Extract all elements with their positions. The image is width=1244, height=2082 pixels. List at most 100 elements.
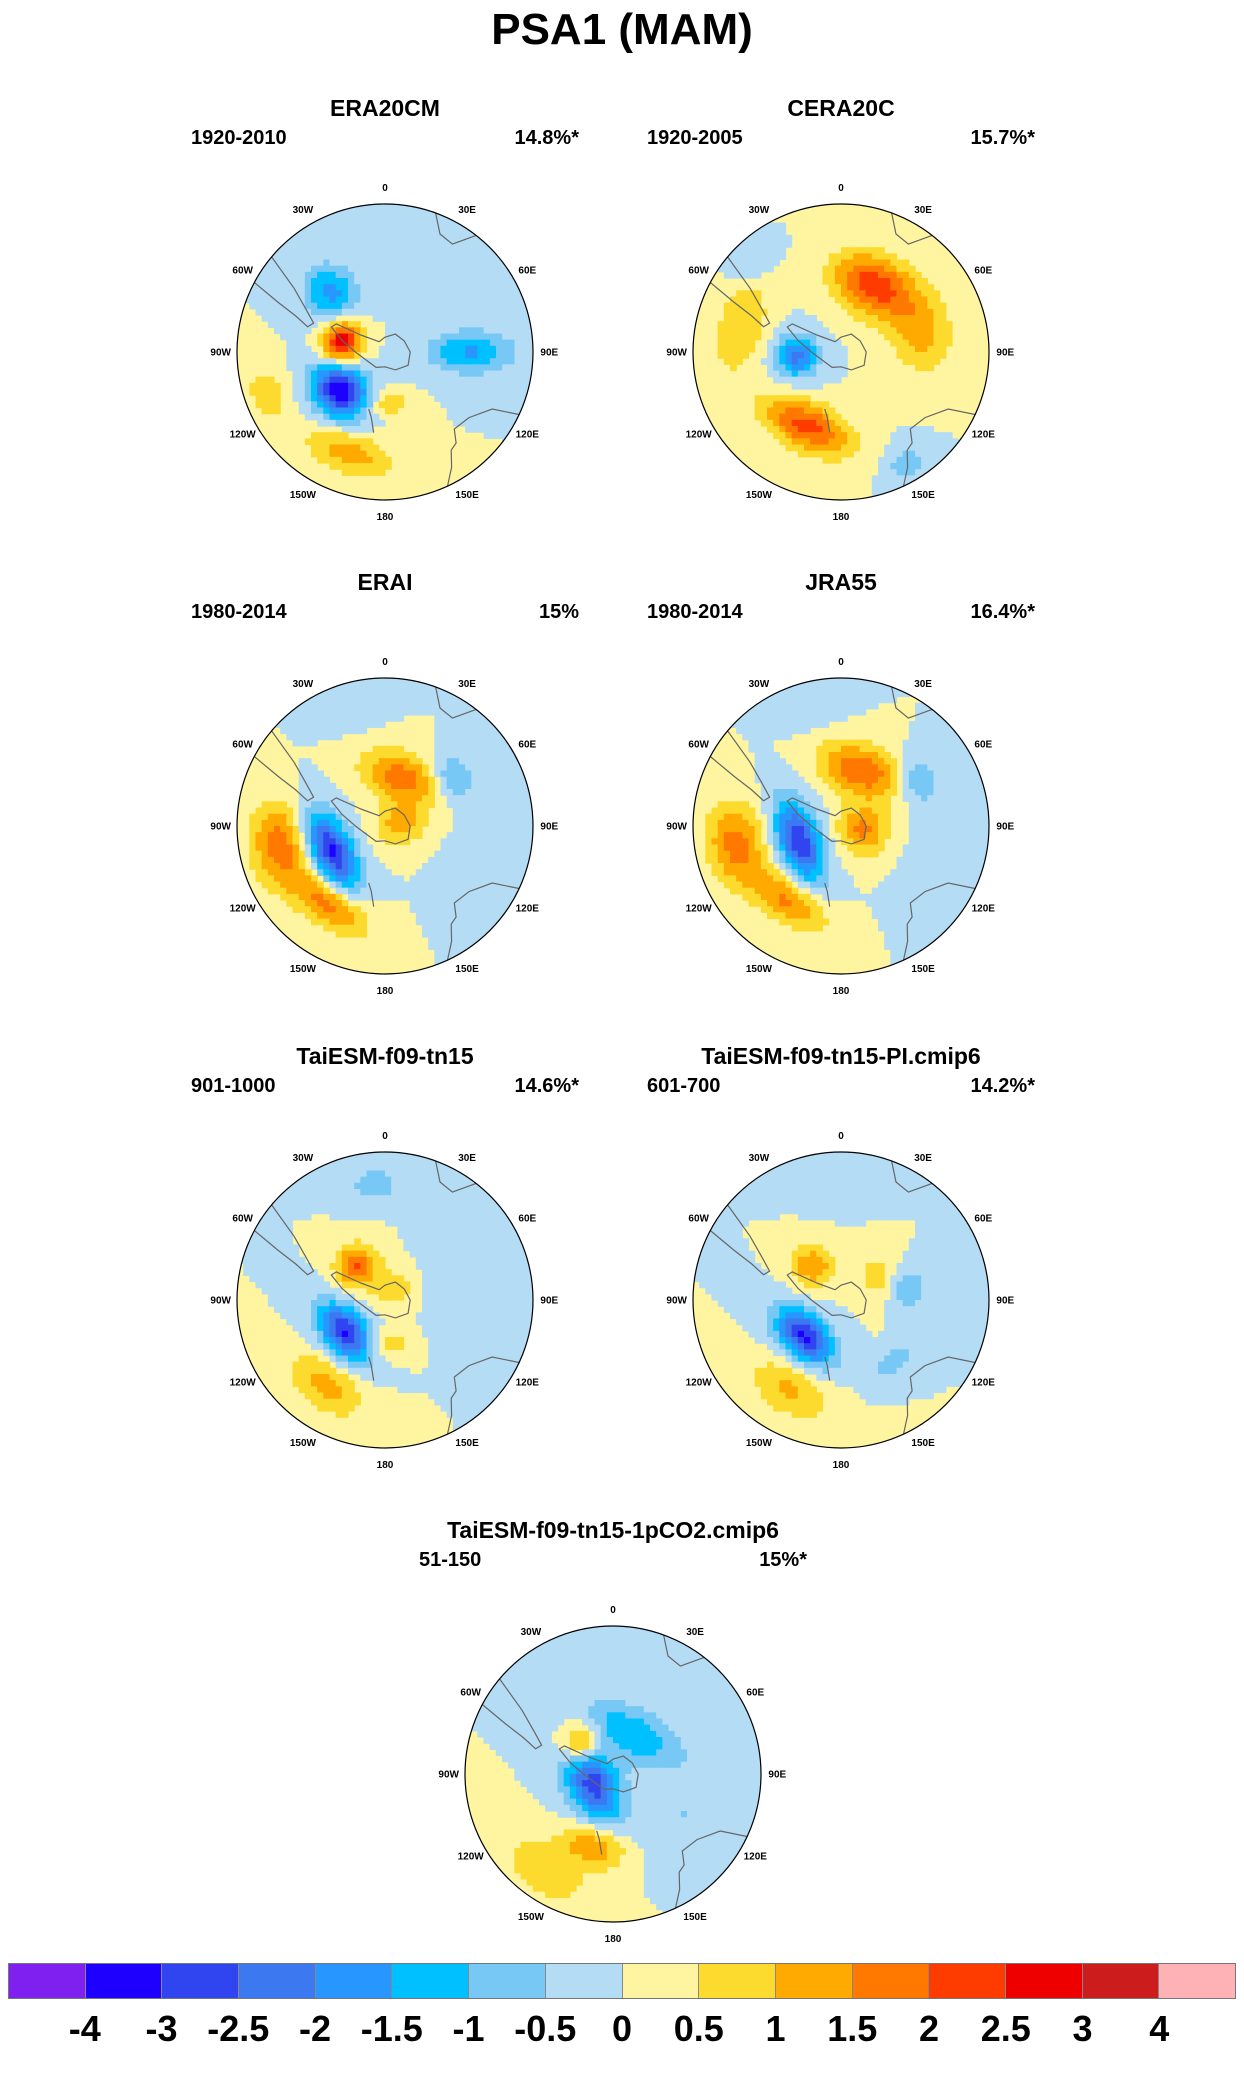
panel-title: ERA20CM: [330, 95, 440, 121]
longitude-label: 60E: [518, 1213, 536, 1224]
colorbar-tick-label: -3: [145, 2008, 178, 2049]
colorbar-tick-label: -2: [298, 2008, 332, 2049]
antarctica-coastline: [786, 323, 867, 371]
longitude-label: 90E: [996, 1296, 1014, 1307]
longitude-label: 0: [610, 1605, 616, 1616]
panel-title: TaiESM-f09-tn15-PI.cmip6: [701, 1043, 981, 1069]
panel-explained-variance: 15%*: [759, 1549, 807, 1571]
longitude-label: 150E: [455, 964, 479, 975]
longitude-label: 180: [833, 986, 850, 997]
colorbar-tick-label: 4: [1149, 2008, 1170, 2049]
longitude-label: 90W: [210, 1296, 231, 1307]
panel-period: 1980-2014: [191, 601, 287, 623]
longitude-label: 120W: [458, 1852, 485, 1863]
field-layer: [237, 1152, 533, 1448]
longitude-label: 90W: [666, 1296, 687, 1307]
longitude-label: 30W: [521, 1627, 542, 1638]
colorbar-box: [239, 1964, 316, 1998]
longitude-label: 60W: [688, 265, 709, 276]
longitude-label: 30W: [749, 205, 770, 216]
longitude-label: 150W: [518, 1912, 545, 1923]
new-zealand-coastline: [824, 1356, 831, 1381]
longitude-label: 60W: [232, 1213, 253, 1224]
antarctica-coastline: [330, 797, 411, 845]
longitude-label: 60W: [460, 1687, 481, 1698]
longitude-label: 120W: [230, 1378, 257, 1389]
polar-map: 0 30E 60E 90E 120E 150E 180 150W 120W 90W 60W 30W: [438, 1605, 786, 1945]
panel-explained-variance: 16.4%*: [970, 601, 1036, 623]
panel-period: 601-700: [647, 1075, 721, 1097]
longitude-label: 90E: [540, 822, 558, 833]
longitude-label: 90E: [768, 1770, 786, 1781]
south-america-coastline: [253, 730, 315, 802]
colorbar-box: [775, 1964, 853, 1998]
polar-map: 0 30E 60E 90E 120E 150E 180 150W 120W 90W 60W 30W: [210, 657, 558, 997]
longitude-label: 90W: [210, 348, 231, 359]
panel-explained-variance: 15.7%*: [970, 127, 1036, 149]
map-boundary: [692, 677, 990, 975]
field-layer: [237, 204, 533, 500]
longitude-label: 90E: [540, 348, 558, 359]
longitude-label: 180: [377, 986, 394, 997]
longitude-label: 30W: [749, 1153, 770, 1164]
longitude-label: 60E: [518, 739, 536, 750]
panel-explained-variance: 14.2%*: [970, 1075, 1036, 1097]
longitude-label: 180: [605, 1934, 622, 1945]
panel-title: ERAI: [357, 569, 413, 595]
longitude-label: 0: [838, 1131, 844, 1142]
longitude-label: 30E: [914, 679, 932, 690]
longitude-label: 30E: [458, 1153, 476, 1164]
longitude-label: 30E: [458, 205, 476, 216]
colorbar-box: [315, 1964, 393, 1998]
australia-coastline: [446, 882, 520, 961]
map-panel-cera20c: CERA20C 1920-2005 15.7%* 0 30E 60E 90E 120E 1…: [631, 94, 1051, 564]
australia-coastline: [902, 1356, 976, 1435]
south-america-coastline: [709, 730, 771, 802]
longitude-label: 60E: [974, 1213, 992, 1224]
panel-period: 1920-2010: [191, 127, 287, 149]
longitude-label: 60W: [688, 1213, 709, 1224]
map-panel-taiesm-pi: TaiESM-f09-tn15-PI.cmip6 601-700 14.2%* …: [631, 1042, 1051, 1512]
map-boundary: [236, 677, 534, 975]
africa-coastline: [435, 212, 477, 245]
panel-title: TaiESM-f09-tn15: [296, 1043, 474, 1069]
colorbar-tick-label: 3: [1072, 2008, 1093, 2049]
longitude-label: 0: [838, 657, 844, 668]
colorbar-box: [9, 1964, 86, 1998]
colorbar-box: [1005, 1964, 1083, 1998]
colorbar-tick-label: -2.5: [207, 2008, 270, 2049]
map-boundary: [692, 203, 990, 501]
map-boundary: [692, 1151, 990, 1449]
polar-map: 0 30E 60E 90E 120E 150E 180 150W 120W 90W 60W 30W: [666, 1131, 1014, 1471]
colorbar: [8, 1963, 1236, 1999]
longitude-label: 180: [833, 512, 850, 523]
map-panel-taiesm-1pco2: TaiESM-f09-tn15-1pCO2.cmip6 51-150 15%* …: [403, 1516, 823, 1986]
longitude-label: 150W: [290, 964, 317, 975]
colorbar-tick-label: 2.5: [980, 2008, 1031, 2049]
longitude-label: 120E: [516, 1378, 540, 1389]
longitude-label: 0: [838, 183, 844, 194]
africa-coastline: [891, 686, 933, 719]
map-panel-jra55: JRA55 1980-2014 16.4%* 0 30E 60E 90E 120E 150…: [631, 568, 1051, 1038]
longitude-label: 120E: [516, 904, 540, 915]
longitude-label: 30W: [749, 679, 770, 690]
longitude-label: 120E: [744, 1852, 768, 1863]
panel-title: TaiESM-f09-tn15-1pCO2.cmip6: [447, 1517, 779, 1543]
figure-title: PSA1 (MAM): [491, 5, 753, 54]
longitude-label: 150E: [911, 490, 935, 501]
africa-coastline: [435, 686, 477, 719]
panel-period: 1920-2005: [647, 127, 743, 149]
polar-map: 0 30E 60E 90E 120E 150E 180 150W 120W 90W 60W 30W: [210, 1131, 558, 1471]
panel-explained-variance: 15%: [538, 601, 579, 623]
colorbar-tick-label: 0.5: [673, 2008, 724, 2049]
longitude-label: 30W: [293, 679, 314, 690]
longitude-label: 30W: [293, 205, 314, 216]
longitude-label: 0: [382, 183, 388, 194]
colorbar-box: [162, 1964, 240, 1998]
colorbar-tick-label: 2: [918, 2008, 940, 2049]
panel-explained-variance: 14.6%*: [514, 1075, 580, 1097]
panel-period: 901-1000: [191, 1075, 276, 1097]
longitude-label: 90E: [540, 1296, 558, 1307]
polar-map: 0 30E 60E 90E 120E 150E 180 150W 120W 90W 60W 30W: [666, 657, 1014, 997]
antarctica-coastline: [330, 323, 411, 371]
